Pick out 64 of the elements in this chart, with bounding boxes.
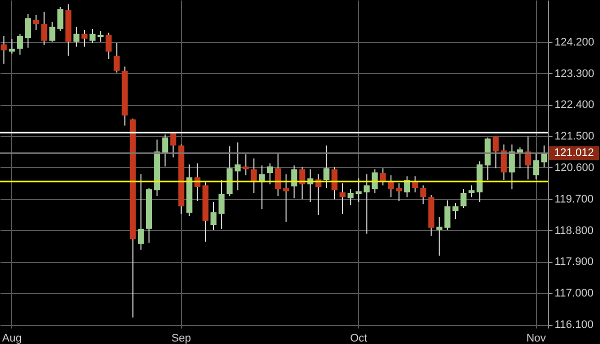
candlestick [541,145,548,168]
candlestick [396,182,402,202]
y-tick-label: 119.700 [554,193,594,206]
candlestick [356,178,362,203]
candlestick [331,166,338,200]
y-tick-label: 116.100 [554,319,594,332]
candlestick [81,30,88,48]
candlestick [404,176,410,198]
candlestick [444,200,450,230]
y-tick-label: 120.600 [554,162,594,174]
candlestick [33,14,40,31]
candlestick [242,154,249,176]
x-tick-label: Aug [2,332,22,344]
candlestick [340,182,346,214]
candlestick [106,32,112,60]
ref-line-label: 121.012 [554,147,594,160]
candlestick [323,145,330,189]
candlestick [492,136,499,169]
candlestick [0,35,7,64]
candlestick [380,168,386,186]
y-tick-label: 122.400 [554,99,594,112]
candlestick [170,132,176,158]
y-tick-label: 124.200 [554,36,594,48]
candlestick [460,188,467,208]
candlestick [364,174,370,234]
y-tick-label: 118.800 [554,224,594,237]
candlestick [508,144,515,190]
candlestick [452,202,458,220]
candlestick [283,174,290,222]
y-tick-label: 121.500 [554,130,594,143]
candlestick [90,28,96,44]
candlestick [516,146,523,169]
candlestick [436,216,442,256]
candlestick [500,144,507,181]
candlestick [468,184,475,198]
x-tick-label: Nov [526,332,546,344]
candlestick [49,21,56,42]
candlestick [275,152,282,197]
candlestick [114,42,120,74]
candlestick [533,152,540,180]
candlestick [266,162,273,185]
candlestick [234,142,241,191]
candlestick [291,164,298,199]
candlestick [162,134,168,167]
candlestick [138,174,144,250]
candlestick [299,166,306,200]
candlestick [372,168,378,194]
x-tick-label: Oct [350,332,368,344]
y-tick-label: 117.000 [554,288,594,300]
candlestick [25,13,32,48]
candlestick [16,33,23,56]
candlestick [73,26,80,48]
candlestick [57,6,64,32]
y-tick-label: 123.300 [554,68,594,80]
candlestick [210,202,217,230]
candlestick [420,184,426,205]
y-tick-label: 117.900 [554,256,594,268]
candlestick [348,188,354,206]
candlestick [41,11,48,46]
x-tick-label: Sep [171,332,192,344]
candlestick [98,30,104,42]
candlestick [8,38,15,54]
candlestick [218,180,225,230]
candlestick [525,136,532,180]
